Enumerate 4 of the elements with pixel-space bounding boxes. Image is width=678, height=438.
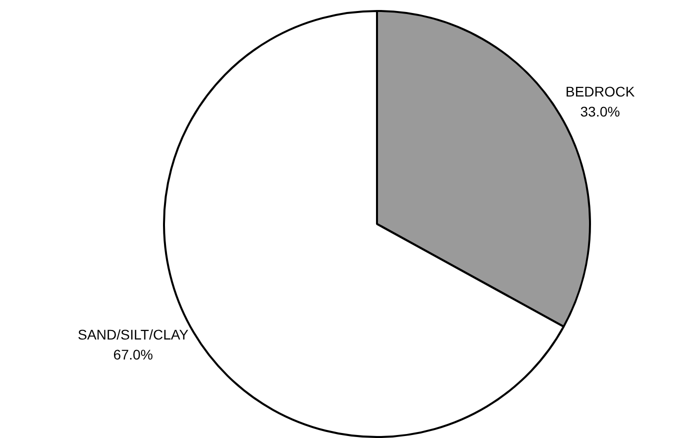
- slice-label: SAND/SILT/CLAY: [78, 326, 190, 342]
- data-label: 67.0%: [113, 346, 153, 362]
- slice-label: BEDROCK: [566, 83, 636, 100]
- data-label: 33.0%: [580, 103, 620, 120]
